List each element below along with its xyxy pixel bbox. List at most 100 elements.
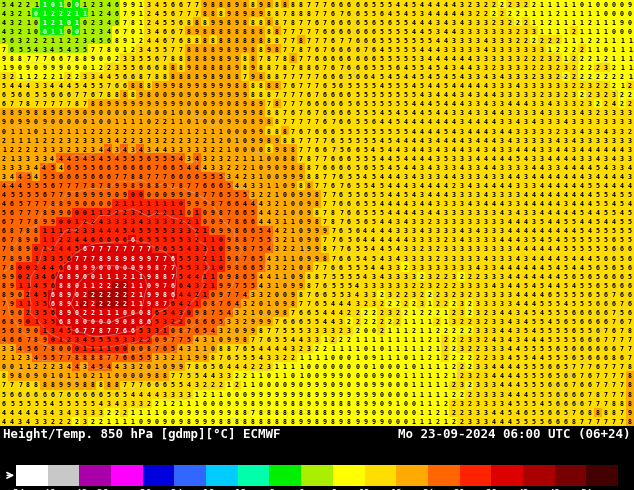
Text: 5: 5 (556, 328, 560, 334)
Text: 9: 9 (74, 201, 78, 207)
Text: 6: 6 (580, 392, 584, 397)
Text: 4: 4 (419, 183, 424, 189)
Text: 3: 3 (564, 201, 568, 207)
Text: 9: 9 (203, 74, 207, 80)
Text: 3: 3 (564, 128, 568, 135)
Text: 2: 2 (548, 20, 552, 25)
Text: 1: 1 (74, 20, 78, 25)
Text: 3: 3 (467, 192, 472, 198)
Text: 2: 2 (26, 273, 30, 280)
Text: 5: 5 (146, 237, 150, 244)
Text: 3: 3 (307, 328, 311, 334)
Text: 3: 3 (171, 147, 174, 153)
Text: 4: 4 (515, 392, 520, 397)
Text: 6: 6 (347, 183, 351, 189)
Text: 1: 1 (291, 265, 295, 270)
Text: 1: 1 (203, 346, 207, 352)
Text: 1: 1 (186, 355, 191, 361)
Text: 8: 8 (235, 74, 239, 80)
Text: 6: 6 (355, 11, 359, 17)
Text: 7: 7 (82, 328, 86, 334)
Text: 6: 6 (355, 38, 359, 44)
Text: 8: 8 (195, 319, 198, 325)
Text: 4: 4 (371, 265, 375, 270)
Text: 3: 3 (476, 419, 479, 425)
Text: 3: 3 (427, 92, 431, 98)
Text: 2: 2 (467, 401, 472, 407)
Text: 2: 2 (243, 174, 247, 180)
Text: 3: 3 (98, 20, 102, 25)
Text: 3: 3 (540, 74, 544, 80)
Text: 8: 8 (291, 410, 295, 416)
Text: 0: 0 (195, 92, 198, 98)
Text: 9: 9 (283, 301, 287, 307)
Text: 9: 9 (186, 410, 191, 416)
Text: 2: 2 (275, 201, 279, 207)
Text: 3: 3 (491, 392, 496, 397)
Text: 0: 0 (267, 383, 271, 389)
Text: 1: 1 (138, 1, 143, 7)
Text: 6: 6 (331, 38, 335, 44)
Text: 9: 9 (98, 192, 102, 198)
Text: 5: 5 (427, 29, 431, 35)
Text: 2: 2 (42, 365, 46, 370)
Text: 7: 7 (612, 310, 616, 316)
Text: 6: 6 (564, 392, 568, 397)
Text: 2: 2 (460, 410, 463, 416)
Text: 5: 5 (548, 337, 552, 343)
Text: 9: 9 (251, 128, 255, 135)
Text: 9: 9 (235, 246, 239, 252)
Text: 2: 2 (122, 138, 126, 144)
Text: 3: 3 (195, 283, 198, 289)
Text: 6: 6 (580, 310, 584, 316)
Text: 3: 3 (371, 301, 375, 307)
Text: 3: 3 (355, 301, 359, 307)
Text: 8: 8 (186, 419, 191, 425)
Text: 7: 7 (2, 265, 6, 270)
Text: 5: 5 (195, 373, 198, 379)
Text: 9: 9 (122, 1, 126, 7)
Text: 3: 3 (476, 74, 479, 80)
Text: 6: 6 (564, 319, 568, 325)
Text: 4: 4 (540, 201, 544, 207)
Text: 8: 8 (243, 38, 247, 44)
Text: 2: 2 (18, 11, 22, 17)
Text: 3: 3 (460, 47, 463, 53)
Text: 6: 6 (315, 65, 319, 71)
Text: 5: 5 (259, 265, 263, 270)
Text: 1: 1 (427, 392, 431, 397)
Text: 7: 7 (283, 38, 287, 44)
Text: 5: 5 (556, 373, 560, 379)
Text: -6: -6 (264, 489, 275, 490)
Text: 3: 3 (98, 138, 102, 144)
Text: 5: 5 (363, 210, 367, 216)
Text: 5: 5 (155, 319, 158, 325)
Text: 0: 0 (620, 1, 624, 7)
Text: 3: 3 (186, 228, 191, 234)
Text: 4: 4 (363, 255, 367, 262)
Text: 0: 0 (299, 265, 303, 270)
Text: 3: 3 (515, 165, 520, 171)
Text: 3: 3 (467, 147, 472, 153)
Text: 8: 8 (331, 419, 335, 425)
Text: 1: 1 (227, 383, 231, 389)
Text: 8: 8 (283, 138, 287, 144)
Text: 8: 8 (331, 401, 335, 407)
Text: 8: 8 (283, 156, 287, 162)
Text: 1: 1 (34, 255, 38, 262)
Text: 8: 8 (267, 138, 271, 144)
Text: 2: 2 (203, 383, 207, 389)
Text: 6: 6 (355, 101, 359, 107)
Text: 5: 5 (355, 138, 359, 144)
Text: 2: 2 (419, 273, 424, 280)
Text: 4: 4 (588, 192, 592, 198)
Text: 5: 5 (347, 101, 351, 107)
Text: 3: 3 (259, 292, 263, 298)
Text: 3: 3 (484, 246, 488, 252)
Text: 6: 6 (355, 147, 359, 153)
Text: 8: 8 (10, 319, 14, 325)
Text: 3: 3 (491, 219, 496, 225)
Text: 2: 2 (443, 373, 448, 379)
Text: 1: 1 (26, 138, 30, 144)
Text: 3: 3 (171, 228, 174, 234)
